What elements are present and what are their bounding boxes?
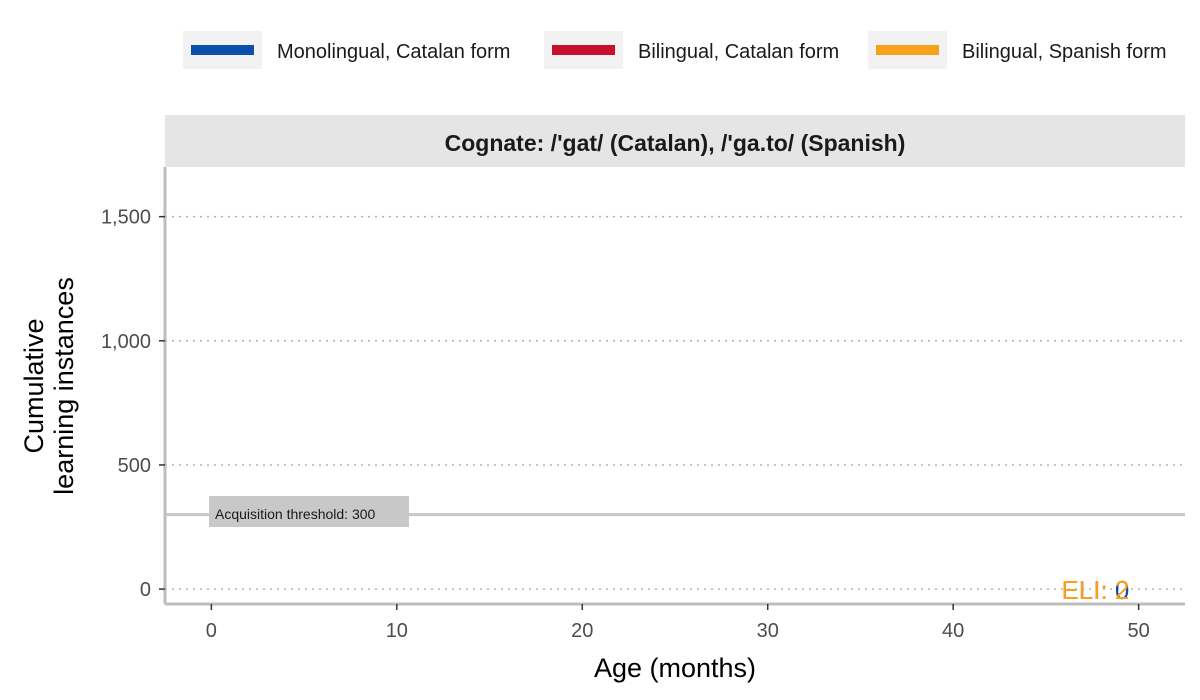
y-axis-ticks: 0 500 1,000 1,500: [101, 207, 165, 601]
x-axis-title: Age (months): [594, 653, 756, 683]
x-tick-label: 0: [206, 620, 217, 642]
gridlines: [165, 215, 1185, 590]
x-tick-label: 30: [757, 620, 779, 642]
y-axis-title-line-2: learning instances: [49, 277, 79, 495]
eli-label: ELI: 2: [1061, 575, 1129, 605]
legend-key-swatch: [552, 45, 615, 55]
threshold-label-bg: [209, 496, 409, 527]
legend-label: Bilingual, Catalan form: [638, 41, 839, 63]
y-axis-title-line-1: Cumulative: [19, 318, 49, 453]
facet-strip: [165, 115, 1185, 167]
y-axis-title: Cumulative learning instances: [19, 277, 79, 495]
x-tick-label: 50: [1128, 620, 1150, 642]
threshold: Acquisition threshold: 300: [165, 496, 1185, 527]
chart-title: Cognate: /'gat/ (Catalan), /'ga.to/ (Spa…: [445, 130, 906, 156]
eli-label: ELI: 0: [1061, 575, 1129, 605]
y-tick-label: 1,500: [101, 207, 151, 229]
y-tick-label: 0: [140, 579, 151, 601]
legend-key-swatch: [876, 45, 939, 55]
threshold-label: Acquisition threshold: 300: [215, 506, 376, 522]
legend-label: Bilingual, Spanish form: [962, 41, 1167, 63]
legend-key-swatch: [191, 45, 254, 55]
x-tick-label: 20: [571, 620, 593, 642]
x-tick-label: 40: [942, 620, 964, 642]
axes: [163, 167, 1185, 606]
y-tick-label: 1,000: [101, 331, 151, 353]
legend: Monolingual, Catalan form Bilingual, Cata…: [183, 31, 1167, 69]
x-axis-ticks: 0 10 20 30 40 50: [206, 604, 1150, 642]
x-tick-label: 10: [386, 620, 408, 642]
y-tick-label: 500: [118, 455, 151, 477]
legend-label: Monolingual, Catalan form: [277, 41, 510, 63]
